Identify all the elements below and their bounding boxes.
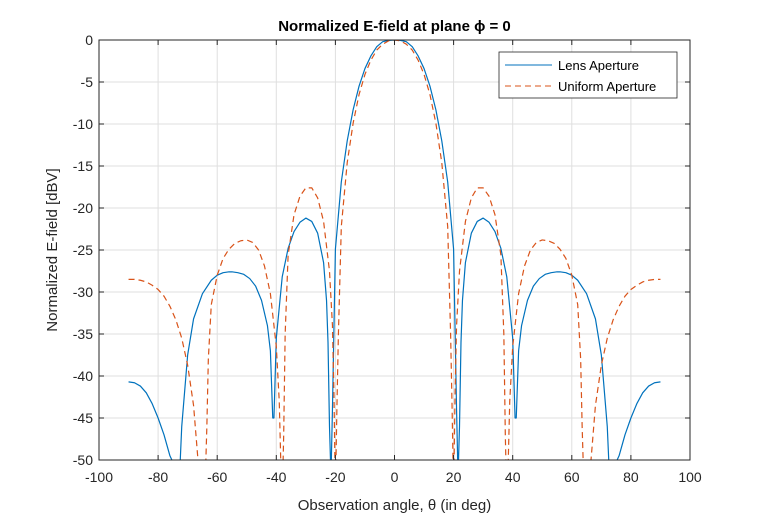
x-tick-label: 0	[391, 469, 399, 485]
series-line-uniform-aperture	[128, 40, 661, 460]
x-tick-label: 60	[564, 469, 580, 485]
x-tick-label: -80	[148, 469, 168, 485]
series-layer	[128, 40, 661, 460]
y-tick-label: -25	[73, 242, 93, 258]
y-axis-title: Normalized E-field [dBV]	[44, 168, 61, 331]
x-tick-label: 40	[505, 469, 521, 485]
y-tick-label: -50	[73, 452, 93, 468]
series-line-lens-aperture	[128, 40, 661, 460]
y-tick-label: -20	[73, 200, 93, 216]
y-tick-label: -35	[73, 326, 93, 342]
x-tick-label: -60	[207, 469, 227, 485]
x-tick-label: 20	[446, 469, 462, 485]
y-tick-label: -15	[73, 158, 93, 174]
chart-title: Normalized E-field at plane ϕ = 0	[278, 18, 511, 35]
y-tick-label: 0	[85, 32, 93, 48]
legend-box	[498, 51, 678, 99]
y-tick-label: -40	[73, 368, 93, 384]
legend: Lens Aperture Uniform Aperture	[498, 51, 678, 99]
y-tick-label: -10	[73, 116, 93, 132]
x-tick-label: -100	[85, 469, 113, 485]
x-axis-title: Observation angle, θ (in deg)	[298, 497, 491, 514]
y-tick-label: -5	[81, 74, 94, 90]
axes: -100 -80 -60 -40 -20 0 20 40 60 80 100 0 -5 -10 -15 -20…	[73, 32, 702, 485]
legend-label-uniform-aperture: Uniform Aperture	[558, 79, 656, 94]
x-tick-label: 100	[678, 469, 702, 485]
y-tick-label: -30	[73, 284, 93, 300]
y-tick-label: -45	[73, 410, 93, 426]
x-tick-label: -40	[266, 469, 286, 485]
x-tick-label: -20	[325, 469, 345, 485]
x-tick-label: 80	[623, 469, 639, 485]
legend-label-lens-aperture: Lens Aperture	[558, 58, 639, 73]
